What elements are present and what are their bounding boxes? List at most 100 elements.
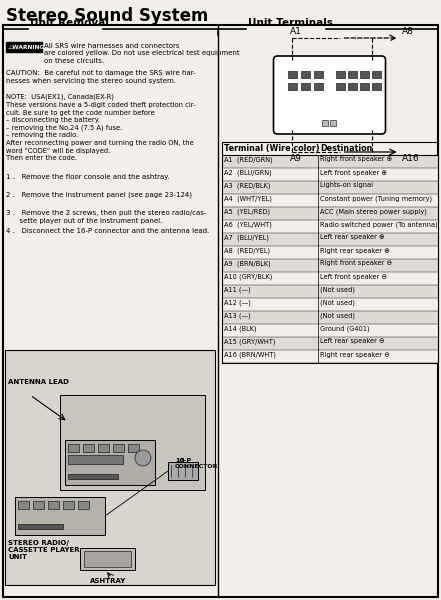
Bar: [222, 298, 438, 311]
Bar: [84, 551, 131, 567]
Text: Left rear speaker ⊖: Left rear speaker ⊖: [320, 338, 385, 344]
Text: A14 (BLK): A14 (BLK): [224, 325, 257, 332]
Text: (Not used): (Not used): [320, 313, 355, 319]
Text: A15 (GRY/WHT): A15 (GRY/WHT): [224, 338, 276, 345]
Text: A7  (BLU/YEL): A7 (BLU/YEL): [224, 235, 269, 241]
Text: Left front speaker ⊕: Left front speaker ⊕: [320, 169, 387, 175]
Bar: [222, 259, 438, 272]
Text: Radio switched power (To antenna): Radio switched power (To antenna): [320, 221, 438, 228]
Text: A4  (WHT/YEL): A4 (WHT/YEL): [224, 196, 272, 202]
Bar: [222, 194, 438, 207]
Bar: [300, 71, 310, 78]
Bar: [18, 524, 63, 529]
Bar: [288, 71, 296, 78]
Bar: [68, 444, 79, 452]
Bar: [336, 83, 344, 90]
Text: NOTE:  USA(EX1), Canada(EX-R)
These versions have a 5-digit coded theft protecti: NOTE: USA(EX1), Canada(EX-R) These versi…: [6, 94, 196, 161]
Text: ANTENNA LEAD: ANTENNA LEAD: [8, 379, 69, 385]
Circle shape: [135, 450, 151, 466]
Text: ⚠WARNING: ⚠WARNING: [8, 44, 45, 49]
Bar: [60, 395, 205, 490]
Bar: [68, 455, 123, 464]
Text: Unit Terminals: Unit Terminals: [248, 18, 333, 28]
Text: 2 .   Remove the instrument panel (see page 23-124): 2 . Remove the instrument panel (see pag…: [6, 192, 192, 199]
Text: A8  (RED/YEL): A8 (RED/YEL): [224, 247, 270, 254]
Bar: [321, 120, 328, 126]
Bar: [314, 83, 322, 90]
Text: Right rear speaker ⊖: Right rear speaker ⊖: [320, 352, 390, 358]
Bar: [222, 272, 438, 285]
Text: A16 (BRN/WHT): A16 (BRN/WHT): [224, 352, 276, 358]
Text: CAUTION:  Be careful not to damage the SRS wire har-
nesses when servicing the s: CAUTION: Be careful not to damage the SR…: [6, 70, 196, 83]
Bar: [222, 324, 438, 337]
Bar: [33, 501, 44, 509]
Bar: [314, 71, 322, 78]
Bar: [113, 444, 124, 452]
Text: Destination: Destination: [320, 144, 372, 153]
Text: (Not used): (Not used): [320, 286, 355, 293]
Text: All SRS wire harnesses and connectors
are colored yellow. Do not use electrical : All SRS wire harnesses and connectors ar…: [44, 43, 239, 64]
Text: A2  (BLU/GRN): A2 (BLU/GRN): [224, 169, 272, 176]
Text: A8: A8: [401, 27, 413, 36]
Bar: [222, 168, 438, 181]
Text: A5  (YEL/RED): A5 (YEL/RED): [224, 208, 270, 215]
Bar: [222, 155, 438, 168]
Bar: [128, 444, 139, 452]
Bar: [288, 83, 296, 90]
Bar: [222, 337, 438, 350]
Bar: [348, 83, 356, 90]
Bar: [80, 548, 135, 570]
Text: ASHTRAY: ASHTRAY: [90, 578, 126, 584]
Text: ACC (Main stereo power supply): ACC (Main stereo power supply): [320, 208, 427, 215]
Bar: [5, 350, 215, 585]
Bar: [222, 207, 438, 220]
Bar: [83, 444, 94, 452]
Text: A9  (BRN/BLK): A9 (BRN/BLK): [224, 260, 271, 267]
Bar: [168, 462, 198, 480]
Bar: [18, 501, 29, 509]
Text: A10 (GRY/BLK): A10 (GRY/BLK): [224, 274, 273, 280]
Bar: [68, 474, 118, 479]
Bar: [336, 71, 344, 78]
Bar: [222, 350, 438, 363]
Text: A13 (—): A13 (—): [224, 313, 251, 319]
Text: A12 (—): A12 (—): [224, 299, 251, 306]
Text: A11 (—): A11 (—): [224, 286, 251, 293]
Text: 1 .   Remove the floor console and the ashtray.: 1 . Remove the floor console and the ash…: [6, 174, 170, 180]
Bar: [222, 142, 438, 363]
Bar: [63, 501, 74, 509]
Bar: [48, 501, 59, 509]
Bar: [371, 83, 381, 90]
Text: 16-P
CONNECTOR: 16-P CONNECTOR: [175, 458, 218, 469]
Bar: [98, 444, 109, 452]
Text: STEREO RADIO/
CASSETTE PLAYER
UNIT: STEREO RADIO/ CASSETTE PLAYER UNIT: [8, 540, 80, 560]
Text: 4 .   Disconnect the 16-P connector and the antenna lead.: 4 . Disconnect the 16-P connector and th…: [6, 228, 209, 234]
Text: A6  (YEL/WHT): A6 (YEL/WHT): [224, 221, 272, 228]
Text: A1  (RED/GRN): A1 (RED/GRN): [224, 157, 273, 163]
Text: 3 .   Remove the 2 screws, then pull the stereo radio/cas-
      sette player ou: 3 . Remove the 2 screws, then pull the s…: [6, 210, 206, 223]
Bar: [78, 501, 89, 509]
Text: Constant power (Tuning memory): Constant power (Tuning memory): [320, 196, 432, 202]
Text: Left front speaker ⊖: Left front speaker ⊖: [320, 274, 387, 280]
Text: Ground (G401): Ground (G401): [320, 325, 370, 332]
Bar: [222, 233, 438, 246]
Text: Terminal (Wire color): Terminal (Wire color): [224, 144, 320, 153]
Bar: [371, 71, 381, 78]
FancyBboxPatch shape: [273, 56, 385, 134]
Text: A9: A9: [289, 154, 301, 163]
Text: Right front speaker ⊖: Right front speaker ⊖: [320, 260, 392, 266]
Text: A1: A1: [289, 27, 301, 36]
Text: Left rear speaker ⊕: Left rear speaker ⊕: [320, 235, 385, 241]
Bar: [359, 71, 369, 78]
Bar: [222, 220, 438, 233]
Bar: [15, 497, 105, 535]
Text: Stereo Sound System: Stereo Sound System: [6, 7, 209, 25]
Bar: [65, 440, 155, 485]
Text: A16: A16: [401, 154, 419, 163]
Bar: [300, 83, 310, 90]
Text: Right rear speaker ⊕: Right rear speaker ⊕: [320, 247, 390, 253]
Bar: [222, 311, 438, 324]
Bar: [222, 181, 438, 194]
Bar: [222, 246, 438, 259]
Text: Right front speaker ⊕: Right front speaker ⊕: [320, 157, 392, 163]
